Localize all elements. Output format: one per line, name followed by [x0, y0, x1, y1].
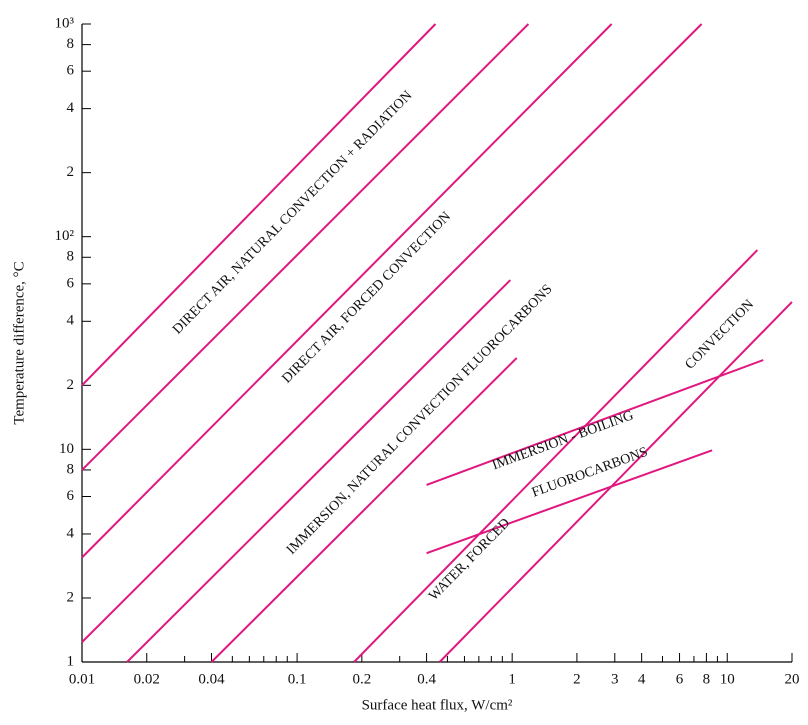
line	[353, 249, 759, 663]
y-tick-label: 6	[67, 63, 75, 79]
line	[81, 23, 530, 471]
y-tick-label: 8	[67, 461, 75, 477]
annotation: DIRECT AIR, NATURAL CONVECTION + RADIATI…	[170, 88, 415, 337]
x-tick-label: 0.04	[198, 671, 225, 687]
x-tick-label: 0.01	[69, 671, 95, 687]
y-tick-label: 10	[59, 441, 74, 457]
y-tick-label: 2	[67, 164, 75, 180]
line	[81, 23, 437, 387]
y-tick-label: 8	[67, 249, 75, 265]
annotation: CONVECTION	[683, 297, 757, 372]
x-tick-label: 1	[508, 671, 516, 687]
line	[210, 357, 518, 663]
line	[81, 23, 613, 559]
y-tick-label: 1	[67, 653, 75, 669]
x-tick-label: 0.02	[134, 671, 160, 687]
x-tick-label: 0.1	[288, 671, 307, 687]
y-tick-label: 6	[67, 488, 75, 504]
x-tick-label: 10	[720, 671, 735, 687]
y-tick-label: 2	[67, 589, 75, 605]
line	[426, 359, 764, 486]
x-tick-label: 3	[611, 671, 619, 687]
y-axis-title: Temperature difference, °C	[11, 261, 27, 424]
x-axis-title: Surface heat flux, W/cm²	[362, 697, 513, 713]
annotation: WATER, FORCED	[426, 516, 513, 604]
x-tick-label: 0.4	[417, 671, 436, 687]
x-tick-label: 4	[638, 671, 646, 687]
x-tick-label: 0.2	[352, 671, 371, 687]
y-tick-label: 10²	[55, 228, 75, 244]
y-tick-label: 10³	[55, 15, 75, 31]
y-tick-label: 8	[67, 36, 75, 52]
line	[426, 449, 713, 555]
y-tick-label: 2	[67, 377, 75, 393]
line	[126, 279, 511, 663]
y-tick-label: 4	[67, 100, 75, 116]
annotation: IMMERSION, NATURAL CONVECTION FLUOROCARB…	[284, 282, 555, 558]
x-tick-label: 20	[785, 671, 800, 687]
line	[438, 301, 793, 663]
x-tick-label: 6	[676, 671, 684, 687]
x-tick-label: 8	[703, 671, 711, 687]
x-tick-label: 2	[573, 671, 581, 687]
y-tick-label: 6	[67, 275, 75, 291]
y-tick-label: 4	[67, 313, 75, 329]
y-tick-label: 4	[67, 525, 75, 541]
line	[81, 23, 703, 643]
